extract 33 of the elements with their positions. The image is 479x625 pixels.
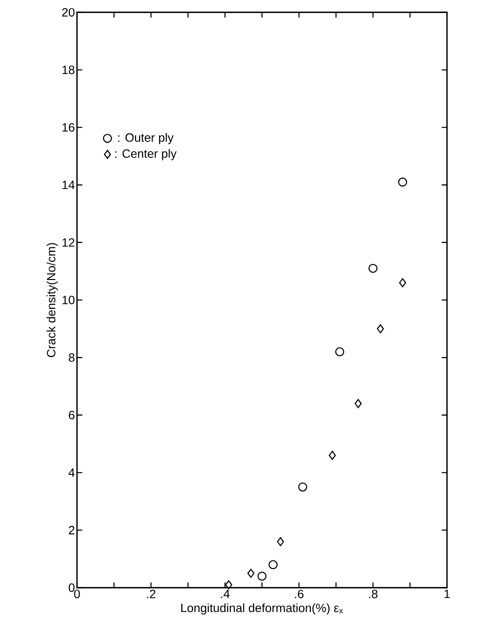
legend-label: : Center ply (115, 149, 177, 160)
y-tick-label: 16 (62, 123, 74, 132)
x-tick-label: .6 (295, 590, 304, 598)
x-tick-label: 1 (444, 590, 450, 598)
point (268, 560, 278, 570)
point (257, 572, 267, 581)
point (298, 482, 308, 492)
point (276, 537, 284, 546)
x-tick-label: .4 (221, 590, 230, 598)
point (335, 347, 344, 356)
y-tick-label: 14 (62, 180, 75, 190)
point (376, 324, 384, 334)
y-tick-label: 20 (62, 8, 74, 17)
point (225, 580, 232, 590)
x-axis-title: Longitudinal deformation(%) ε$_{x}$ (181, 603, 343, 615)
y-tick-label: 2 (68, 526, 74, 534)
y-axis-title: Crack density(No/cm) (46, 243, 58, 358)
point (354, 399, 362, 408)
point (398, 178, 408, 187)
x-tick-label: .2 (147, 590, 156, 598)
x-tick-label: .8 (369, 590, 378, 598)
point (247, 568, 254, 578)
y-tick-label: 4 (68, 468, 75, 477)
y-tick-label: 12 (62, 238, 74, 247)
point (399, 278, 406, 288)
legend-label: : Outer ply (118, 132, 174, 144)
point (328, 450, 336, 460)
y-tick-label: 8 (68, 353, 74, 362)
y-tick-label: 0 (68, 583, 74, 592)
point (368, 264, 378, 273)
y-tick-label: 10 (62, 296, 74, 304)
y-tick-label: 18 (62, 66, 74, 74)
y-tick-label: 6 (68, 410, 74, 420)
